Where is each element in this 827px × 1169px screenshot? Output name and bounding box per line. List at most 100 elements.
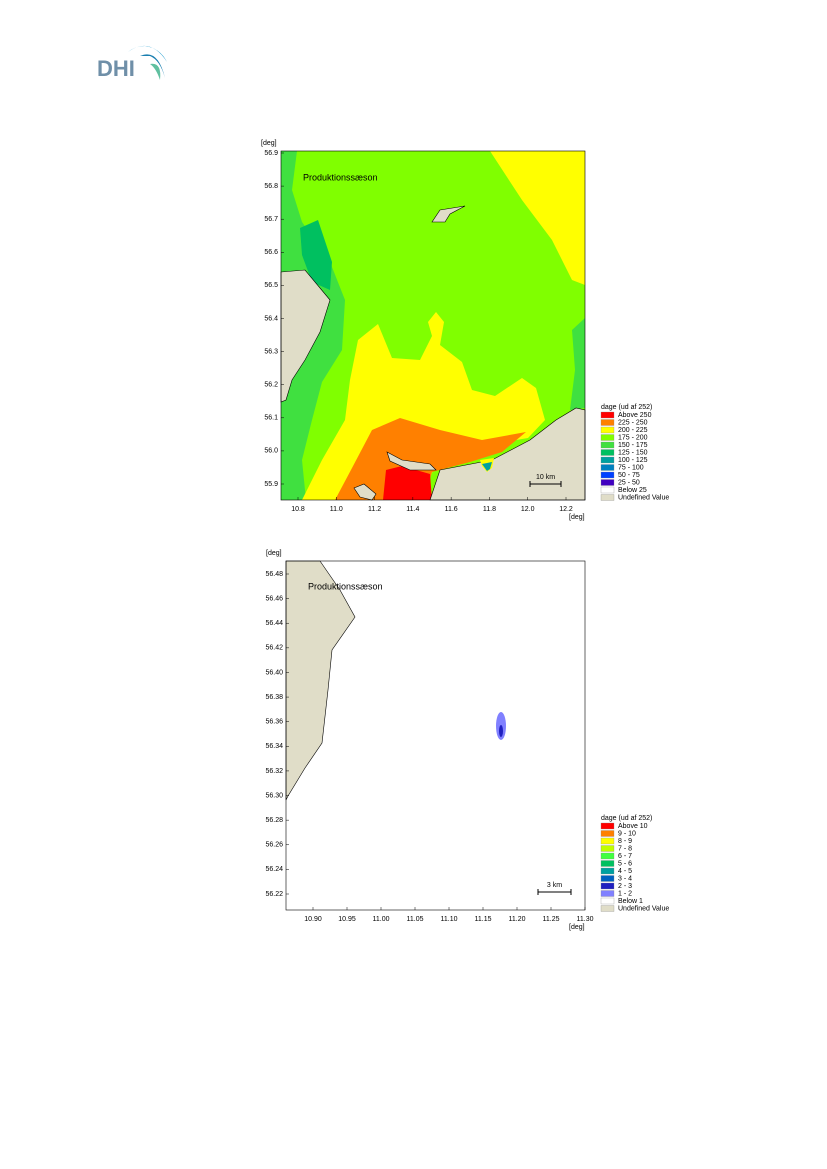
y-tick-label: 56.0 [264, 448, 278, 455]
x-unit: [deg] [569, 924, 585, 931]
legend-label: Below 1 [618, 898, 643, 905]
land [285, 560, 356, 801]
x-tick-label: 10.95 [338, 916, 356, 923]
contour [300, 220, 332, 290]
legend-swatch [600, 441, 615, 449]
y-tick-label: 56.5 [264, 282, 278, 289]
y-tick-label: 56.6 [264, 249, 278, 256]
land [353, 483, 377, 501]
legend-label: 4 - 5 [618, 868, 632, 875]
legend-swatch [600, 890, 615, 897]
legend-label: 1 - 2 [618, 890, 632, 897]
legend-swatch [600, 867, 615, 875]
y-tick-label: 56.3 [264, 348, 278, 355]
map-title: Produktionssæson [308, 581, 383, 591]
y-tick-label: 56.42 [265, 645, 283, 652]
y-tick-label: 56.36 [265, 719, 283, 726]
legend-label: Above 250 [618, 412, 652, 419]
x-tick-label: 12.0 [521, 506, 535, 513]
legend-label: 75 - 100 [618, 464, 644, 471]
legend-label: 25 - 50 [618, 479, 640, 486]
x-tick-label: 11.0 [330, 506, 343, 513]
legend-title: dage (ud af 252) [601, 404, 652, 411]
legend-swatch [600, 426, 615, 434]
y-tick-label: 56.22 [265, 891, 283, 898]
legend-swatch [600, 875, 615, 882]
x-tick-label: 11.20 [509, 916, 526, 923]
y-unit: [deg] [261, 140, 277, 147]
legend-label: 7 - 8 [618, 845, 632, 852]
land [431, 205, 466, 223]
y-tick-label: 56.40 [265, 669, 283, 676]
y-tick-label: 56.34 [265, 743, 283, 750]
y-tick-label: 56.28 [265, 817, 283, 824]
y-tick-label: 56.9 [264, 150, 278, 157]
y-tick-label: 56.30 [265, 792, 283, 799]
legend-swatch [600, 852, 615, 860]
y-tick-label: 56.2 [264, 382, 278, 389]
legend-title: dage (ud af 252) [601, 815, 652, 822]
land [386, 451, 437, 471]
legend-swatch [600, 494, 615, 501]
scale-bar [529, 481, 562, 487]
y-tick-label: 56.44 [265, 620, 283, 627]
plot-frame [280, 150, 586, 501]
legend-swatch [600, 471, 615, 479]
x-tick-label: 11.6 [445, 506, 458, 513]
legend-swatch [600, 464, 615, 471]
contour [490, 151, 585, 285]
legend-swatch [600, 434, 615, 441]
x-tick-label: 11.00 [373, 916, 390, 923]
legend-label: 175 - 200 [618, 434, 648, 441]
legend-swatch [600, 897, 615, 905]
y-tick-label: 56.8 [264, 183, 278, 190]
x-tick-label: 11.4 [406, 506, 419, 513]
legend-swatch [600, 456, 615, 464]
legend-label: Above 10 [618, 823, 648, 830]
y-tick-label: 56.24 [265, 866, 283, 873]
x-tick-label: 11.05 [407, 916, 424, 923]
map-plot [285, 560, 586, 911]
legend-swatch [600, 845, 615, 852]
contour [499, 725, 503, 737]
logo: DHI [97, 45, 167, 81]
y-unit: [deg] [266, 550, 282, 557]
contour [482, 462, 492, 471]
legend-label: 50 - 75 [618, 472, 640, 479]
logo-text: DHI [97, 56, 135, 81]
y-tick-label: 56.7 [264, 216, 278, 223]
legend-swatch [600, 419, 615, 426]
contour [335, 418, 526, 500]
contour [570, 318, 585, 410]
map-plot [280, 150, 586, 501]
legend-label: 3 - 4 [618, 875, 632, 882]
legend-swatch [600, 822, 615, 830]
legend-swatch [600, 479, 615, 486]
x-tick-label: 11.15 [475, 916, 492, 923]
legend-swatch [600, 860, 615, 867]
legend-label: 200 - 225 [618, 427, 648, 434]
legend-swatch [600, 486, 615, 494]
legend-label: 6 - 7 [618, 853, 632, 860]
x-tick-label: 11.30 [577, 916, 594, 923]
plot-frame [285, 560, 586, 911]
legend-label: 150 - 175 [618, 442, 648, 449]
x-tick-label: 11.25 [543, 916, 560, 923]
scale-bar [537, 889, 572, 895]
legend-swatch [600, 830, 615, 837]
x-tick-label: 11.8 [483, 506, 496, 513]
legend-label: 125 - 150 [618, 449, 648, 456]
y-tick-label: 55.9 [264, 481, 278, 488]
legend-label: 225 - 250 [618, 419, 648, 426]
legend-swatch [600, 905, 615, 912]
legend-label: Undefined Value [618, 494, 669, 501]
legend-swatch [600, 449, 615, 456]
y-tick-label: 56.46 [265, 595, 283, 602]
legend-swatch [600, 882, 615, 890]
y-tick-label: 56.32 [265, 768, 283, 775]
legend-label: 8 - 9 [618, 838, 632, 845]
scale-bar-label: 10 km [536, 474, 555, 481]
y-tick-label: 56.1 [264, 415, 278, 422]
x-tick-label: 12.2 [559, 506, 573, 513]
